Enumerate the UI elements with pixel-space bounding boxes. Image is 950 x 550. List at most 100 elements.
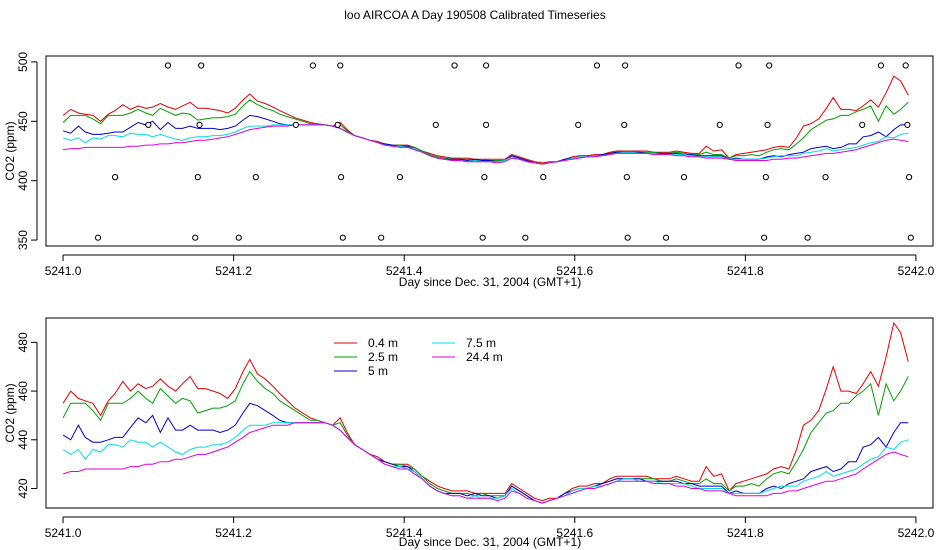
scatter-point bbox=[716, 121, 723, 128]
scatter-point bbox=[481, 174, 488, 181]
figure-title: loo AIRCOA A Day 190508 Calibrated Times… bbox=[344, 8, 605, 22]
scatter-point bbox=[378, 234, 385, 241]
bottom-x-tick-label: 5241.8 bbox=[727, 526, 764, 540]
scatter-point bbox=[198, 62, 205, 69]
scatter-point bbox=[764, 121, 771, 128]
scatter-point bbox=[621, 121, 628, 128]
top-series-line-7-5-m bbox=[62, 124, 909, 165]
legend-label: 0.4 m bbox=[368, 336, 398, 350]
legend-label: 5 m bbox=[368, 364, 388, 378]
bottom-y-tick-label: 480 bbox=[16, 332, 30, 352]
bottom-series-line-2-5-m bbox=[62, 370, 909, 504]
scatter-point bbox=[339, 234, 346, 241]
top-y-tick-label: 400 bbox=[16, 170, 30, 190]
scatter-point bbox=[252, 174, 259, 181]
top-series-line-24-4-m bbox=[63, 124, 909, 165]
scatter-point bbox=[762, 174, 769, 181]
top-scatter-points bbox=[94, 62, 914, 241]
top-panel: 5241.0 5241.2 5241.4 5241.6 5241.8 5242.0 350… bbox=[3, 52, 935, 289]
legend-label: 2.5 m bbox=[368, 350, 398, 364]
scatter-point bbox=[859, 121, 866, 128]
scatter-point bbox=[292, 121, 299, 128]
bottom-series-line-7-5-m bbox=[62, 422, 909, 504]
scatter-point bbox=[482, 121, 490, 128]
scatter-point bbox=[575, 121, 582, 128]
bottom-series-lines bbox=[62, 321, 909, 504]
top-x-axis-label: Day since Dec. 31, 2004 (GMT+1) bbox=[399, 275, 581, 289]
bottom-series-line-5-m bbox=[62, 402, 909, 504]
scatter-point bbox=[804, 234, 811, 241]
scatter-point bbox=[907, 234, 914, 241]
top-x-tick-label: 5241.6 bbox=[556, 264, 593, 278]
scatter-point bbox=[902, 62, 909, 69]
scatter-point bbox=[822, 174, 829, 181]
scatter-point bbox=[337, 62, 344, 69]
legend-label: 24.4 m bbox=[466, 350, 503, 364]
scatter-point bbox=[761, 234, 768, 241]
scatter-point bbox=[451, 62, 458, 69]
bottom-series-line-0-4-m bbox=[62, 321, 909, 502]
bottom-x-tick-label: 5241.2 bbox=[215, 526, 252, 540]
scatter-point bbox=[145, 121, 152, 128]
bottom-x-axis: 5241.0 5241.2 5241.4 5241.6 5241.8 5242.0 bbox=[45, 516, 935, 540]
bottom-x-tick-label: 5241.4 bbox=[386, 526, 423, 540]
scatter-point bbox=[540, 174, 547, 181]
scatter-point bbox=[235, 234, 242, 241]
scatter-point bbox=[94, 234, 102, 241]
bottom-panel: 5241.0 5241.2 5241.4 5241.6 5241.8 5242.0 420… bbox=[3, 317, 935, 549]
scatter-point bbox=[396, 174, 404, 181]
top-series-line-0-4-m bbox=[62, 75, 909, 164]
scatter-point bbox=[906, 174, 913, 181]
scatter-point bbox=[164, 62, 172, 69]
bottom-plot-frame bbox=[45, 317, 934, 509]
scatter-point bbox=[766, 62, 773, 69]
bottom-y-tick-label: 460 bbox=[16, 381, 30, 401]
bottom-y-axis: 420 440 460 480 bbox=[16, 332, 38, 499]
bottom-y-axis-label: CO2 (ppm) bbox=[3, 383, 17, 442]
top-y-axis-label: CO2 (ppm) bbox=[3, 121, 17, 180]
scatter-point bbox=[904, 121, 911, 128]
top-x-tick-label: 5241.8 bbox=[727, 264, 764, 278]
top-y-tick-label: 450 bbox=[16, 111, 30, 131]
scatter-point bbox=[662, 234, 670, 241]
top-x-tick-label: 5241.2 bbox=[215, 264, 252, 278]
scatter-point bbox=[877, 62, 885, 69]
scatter-point bbox=[622, 62, 629, 69]
top-x-axis: 5241.0 5241.2 5241.4 5241.6 5241.8 5242.0 bbox=[45, 254, 935, 278]
bottom-y-tick-label: 420 bbox=[16, 478, 30, 498]
scatter-point bbox=[680, 174, 688, 181]
bottom-x-axis-label: Day since Dec. 31, 2004 (GMT+1) bbox=[399, 535, 581, 549]
legend-label: 7.5 m bbox=[466, 336, 496, 350]
top-x-tick-label: 5241.0 bbox=[45, 264, 82, 278]
top-y-tick-label: 350 bbox=[16, 230, 30, 250]
top-series-line-5-m bbox=[62, 114, 909, 165]
scatter-point bbox=[337, 174, 345, 181]
scatter-point bbox=[192, 234, 199, 241]
scatter-point bbox=[623, 174, 630, 181]
legend: 0.4 m2.5 m5 m 7.5 m24.4 m bbox=[334, 336, 503, 378]
top-x-tick-label: 5242.0 bbox=[898, 264, 935, 278]
bottom-x-tick-label: 5241.6 bbox=[556, 526, 593, 540]
scatter-point bbox=[482, 62, 490, 69]
scatter-point bbox=[479, 234, 486, 241]
scatter-point bbox=[624, 234, 631, 241]
scatter-point bbox=[111, 174, 119, 181]
bottom-series-line-24-4-m bbox=[62, 422, 909, 504]
scatter-point bbox=[432, 121, 439, 128]
bottom-x-tick-label: 5241.0 bbox=[45, 526, 82, 540]
bottom-y-tick-label: 440 bbox=[16, 429, 30, 449]
scatter-point bbox=[735, 62, 742, 69]
scatter-point bbox=[334, 121, 341, 128]
top-plot-frame bbox=[45, 55, 934, 247]
top-y-tick-label: 500 bbox=[16, 52, 30, 72]
top-series-line-2-5-m bbox=[62, 99, 909, 165]
top-series-lines bbox=[62, 75, 909, 165]
scatter-point bbox=[522, 234, 529, 241]
scatter-point bbox=[309, 62, 317, 69]
bottom-x-tick-label: 5242.0 bbox=[898, 526, 935, 540]
top-x-tick-label: 5241.4 bbox=[386, 264, 423, 278]
scatter-point bbox=[196, 121, 203, 128]
scatter-point bbox=[194, 174, 201, 181]
scatter-point bbox=[593, 62, 601, 69]
top-y-axis: 350 400 450 500 bbox=[16, 52, 38, 250]
